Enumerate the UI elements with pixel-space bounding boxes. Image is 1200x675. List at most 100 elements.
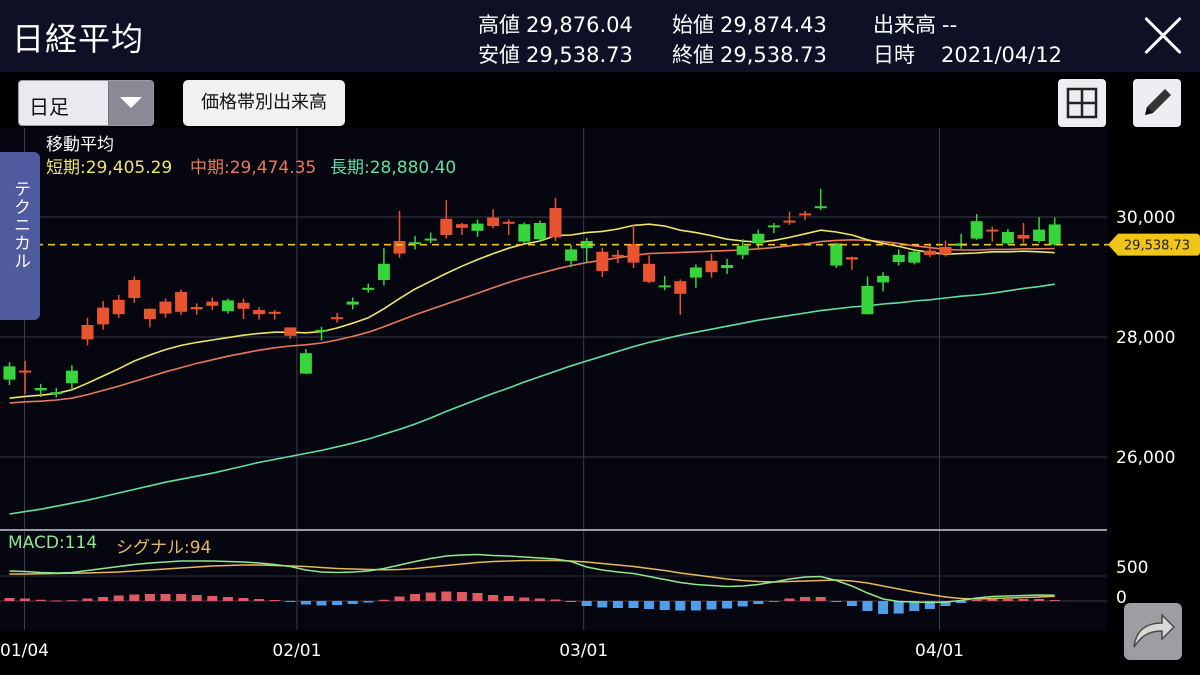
draw-button[interactable] — [1133, 79, 1181, 127]
histogram-bar — [348, 601, 358, 604]
candlestick — [518, 222, 530, 242]
candle-body — [238, 303, 250, 309]
technical-tab[interactable]: テクニカル — [0, 152, 40, 320]
page-title: 日経平均 — [12, 14, 144, 60]
candle-body — [50, 392, 62, 394]
histogram-bar — [20, 599, 30, 602]
candle-body — [596, 252, 608, 271]
histogram-bar — [254, 599, 264, 601]
period-select[interactable]: 日足 — [18, 80, 154, 126]
high-label: 高値 — [478, 13, 520, 37]
histogram-bar — [410, 594, 420, 601]
candle-body — [1049, 224, 1061, 244]
open-label: 始値 — [672, 13, 714, 37]
open-stat: 始値 29,874.43 — [672, 9, 827, 39]
histogram-bar — [5, 598, 15, 601]
volume-stat: 出来高 -- — [873, 9, 957, 39]
candle-body — [128, 280, 140, 298]
histogram-bar — [98, 597, 108, 601]
histogram-bar — [332, 601, 342, 605]
macd-legend: MACD:114 — [8, 533, 97, 553]
candle-body — [440, 219, 452, 235]
volume-by-price-button[interactable]: 価格帯別出来高 — [183, 80, 345, 126]
candlestick — [830, 243, 842, 268]
candle-body — [472, 224, 484, 231]
candle-body — [66, 371, 78, 384]
histogram-bar — [1003, 599, 1013, 601]
chart-area[interactable]: 29,538.73 30,000 28,000 26,000 01/04 02/01 03… — [0, 128, 1200, 675]
candle-body — [768, 225, 780, 227]
histogram-bar — [831, 601, 841, 602]
histogram-bar — [161, 594, 171, 601]
candle-body — [643, 264, 655, 282]
candle-body — [674, 281, 686, 294]
candle-body — [284, 327, 296, 335]
histogram-bar — [582, 601, 592, 606]
candle-body — [986, 230, 998, 232]
close-icon[interactable] — [1142, 15, 1184, 57]
histogram-bar — [270, 600, 280, 601]
close-value: 29,538.73 — [720, 43, 827, 67]
candle-body — [347, 302, 359, 305]
candle-body — [830, 243, 842, 265]
histogram-bar — [207, 596, 217, 601]
histogram-bar — [51, 601, 61, 602]
low-stat: 安値 29,538.73 — [478, 39, 633, 69]
candle-body — [908, 252, 920, 263]
histogram-bar — [675, 601, 685, 611]
candle-body — [737, 246, 749, 255]
candle-body — [97, 308, 109, 325]
histogram-bar — [114, 596, 124, 602]
histogram-bar — [129, 595, 139, 602]
candle-body — [846, 257, 858, 259]
histogram-bar — [395, 597, 405, 602]
candle-body — [4, 366, 16, 379]
ma-title: 移動平均 — [46, 130, 114, 155]
candle-body — [191, 307, 203, 309]
technical-tab-label: テクニカル — [8, 180, 33, 270]
high-value: 29,876.04 — [526, 13, 633, 37]
histogram-bar — [738, 601, 748, 607]
candle-body — [565, 249, 577, 260]
chevron-down-icon — [108, 81, 153, 125]
ma-long-legend: 長期:28,880.40 — [330, 153, 456, 178]
x-tick-label: 04/01 — [915, 641, 964, 661]
candle-body — [690, 267, 702, 277]
candle-body — [1018, 235, 1030, 239]
candle-body — [1002, 232, 1014, 243]
share-button[interactable] — [1124, 603, 1182, 660]
histogram-bar — [519, 598, 529, 602]
histogram-bar — [691, 601, 701, 611]
toolbar — [0, 72, 1200, 128]
histogram-bar — [223, 597, 233, 601]
histogram-bar — [176, 594, 186, 601]
candle-body — [971, 221, 983, 238]
candle-body — [877, 276, 889, 283]
histogram-bar — [239, 598, 249, 601]
histogram-bar — [707, 601, 717, 610]
period-select-value: 日足 — [29, 91, 69, 120]
candle-body — [503, 222, 515, 224]
histogram-bar — [285, 601, 295, 602]
layout-grid-button[interactable] — [1058, 79, 1106, 127]
candle-body — [269, 312, 281, 314]
candle-body — [893, 255, 905, 262]
high-stat: 高値 29,876.04 — [478, 9, 633, 39]
histogram-bar — [722, 601, 732, 609]
pencil-icon — [1133, 79, 1181, 127]
histogram-bar — [597, 601, 607, 608]
histogram-bar — [457, 592, 467, 601]
share-arrow-icon — [1124, 603, 1182, 660]
histogram-bar — [379, 600, 389, 601]
candle-body — [799, 213, 811, 215]
date-stat: 日時 2021/04/12 — [873, 39, 1062, 69]
candle-body — [300, 353, 312, 373]
histogram-bar — [426, 593, 436, 602]
histogram-bar — [816, 597, 826, 601]
candle-body — [534, 223, 546, 239]
candle-body — [82, 325, 94, 339]
y-tick-label: 28,000 — [1116, 328, 1175, 348]
candle-body — [706, 261, 718, 272]
y-tick-label: 26,000 — [1116, 448, 1175, 468]
histogram-bar — [753, 601, 763, 604]
